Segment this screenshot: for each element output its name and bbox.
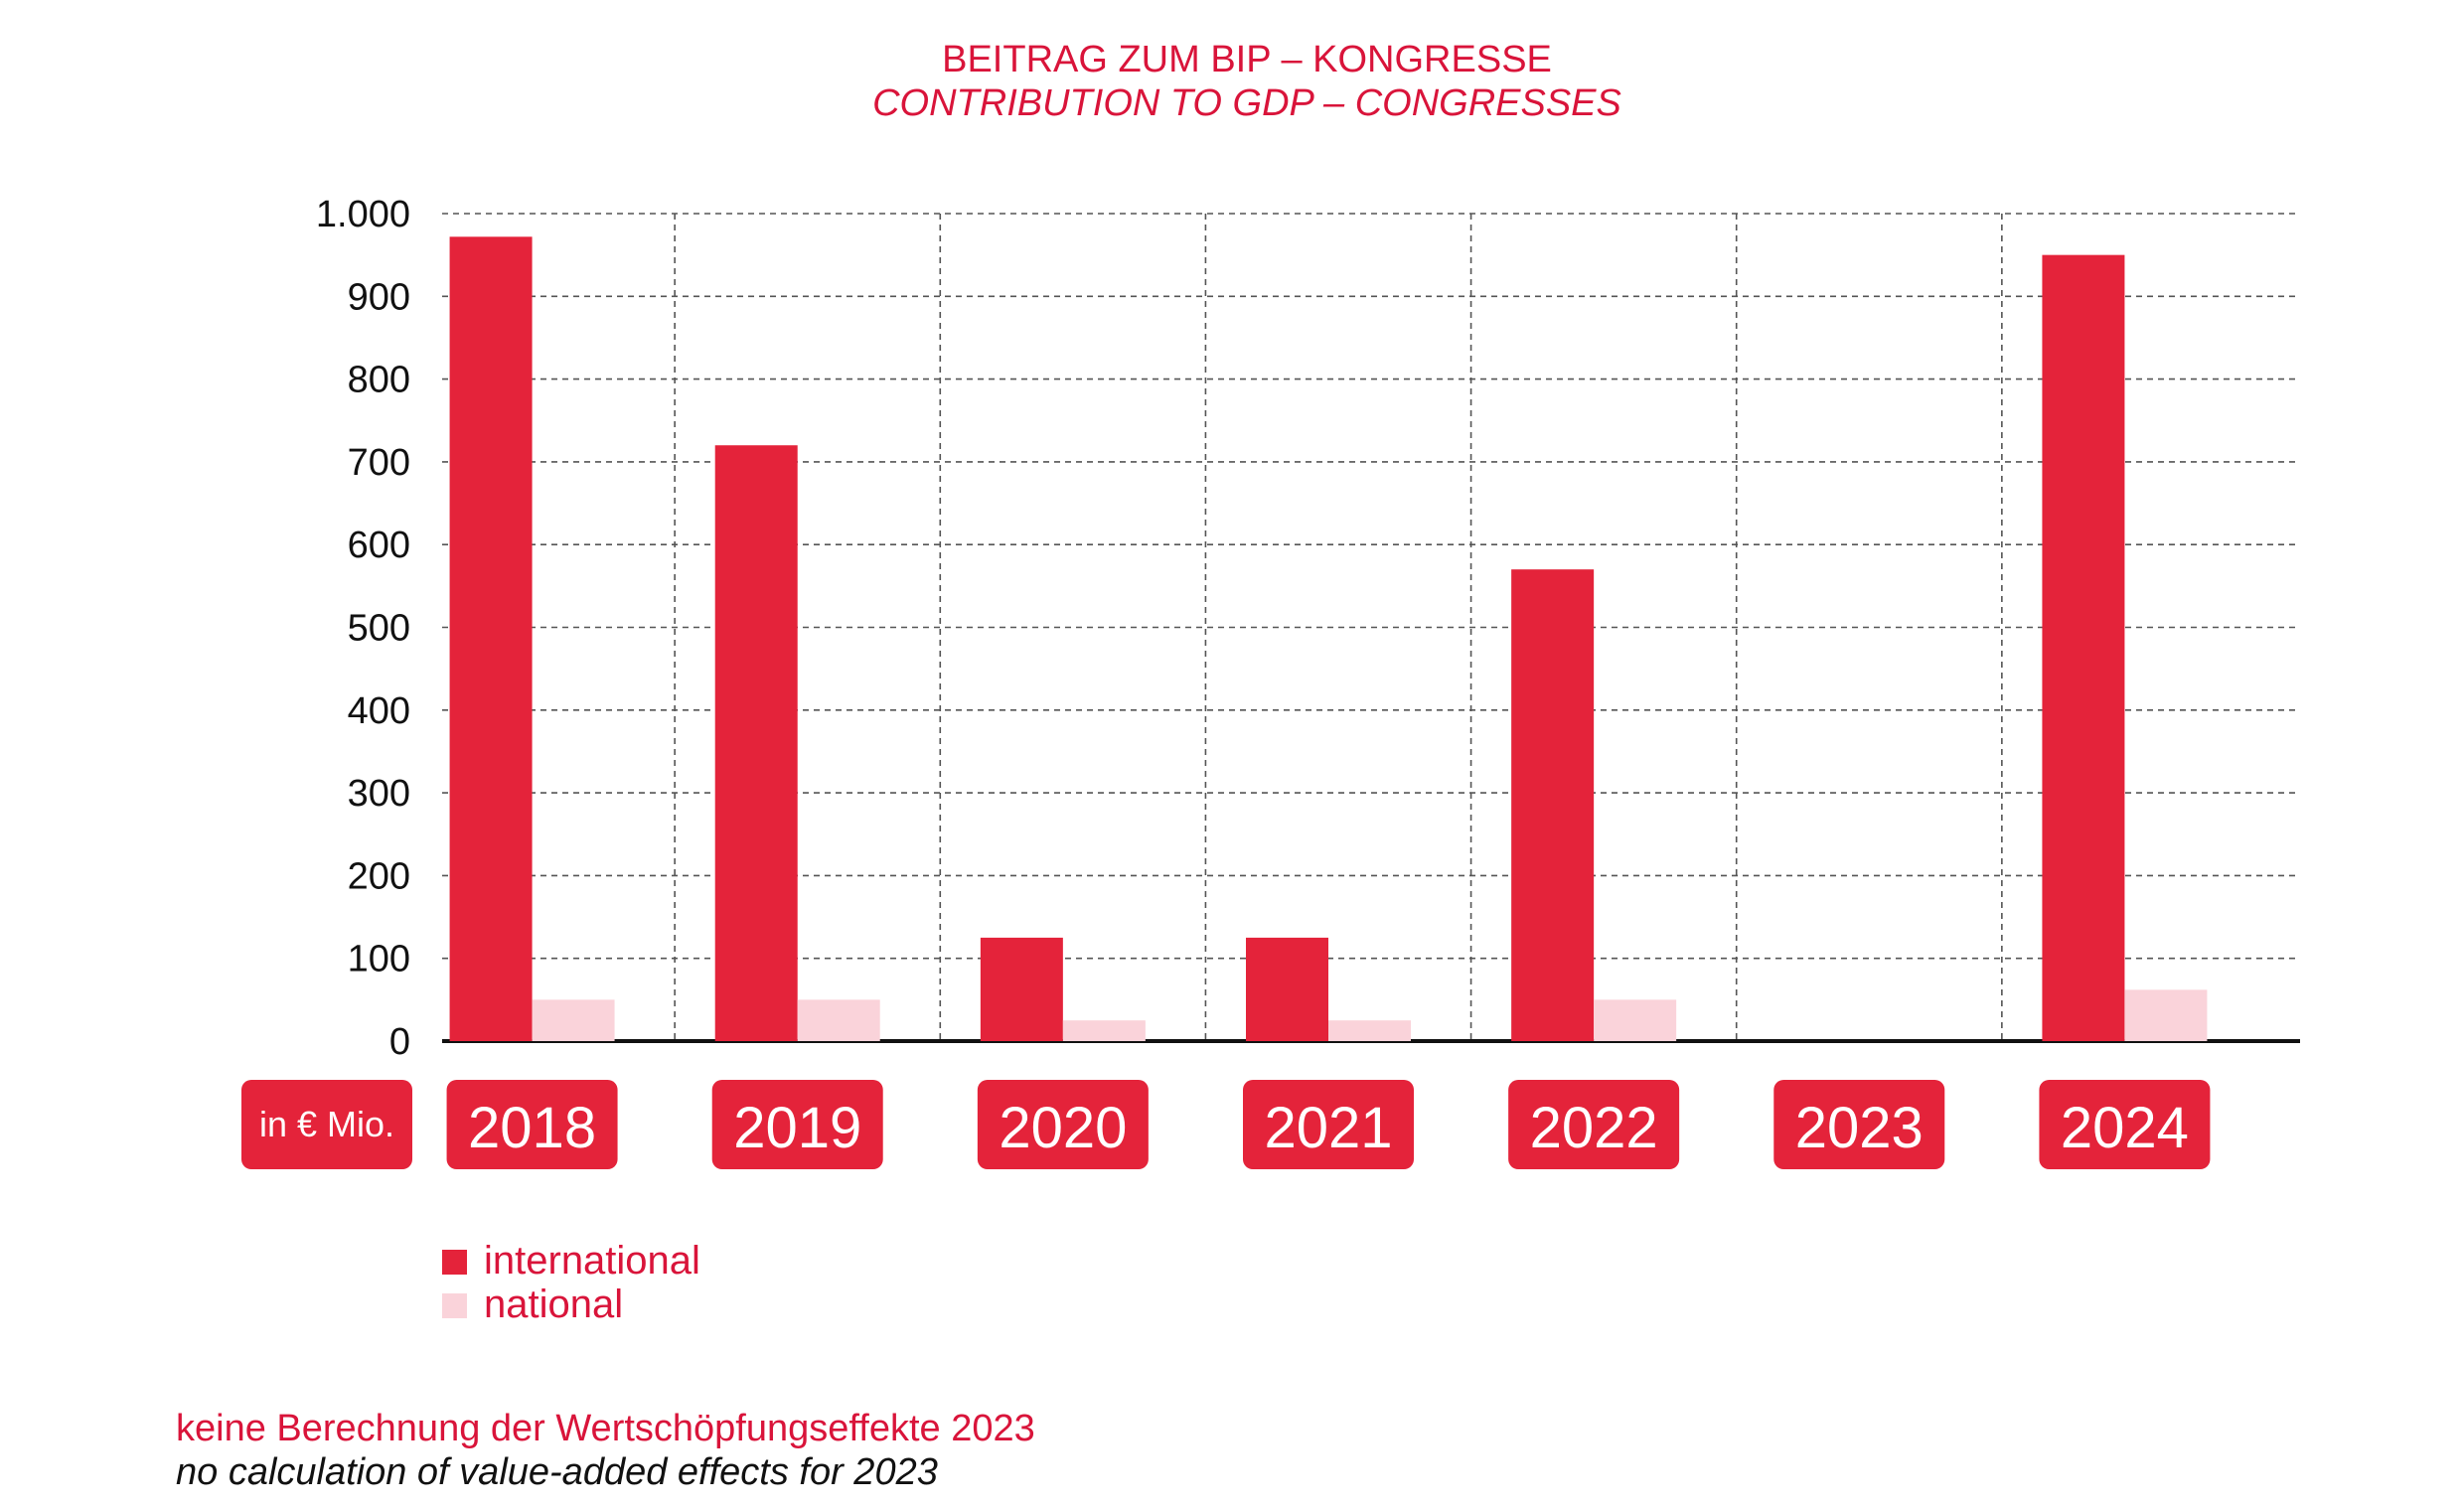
bar-national-2024: [2124, 989, 2208, 1041]
category-badge-2024: 2024: [2039, 1080, 2211, 1169]
y-axis-ticks: 0 100 200 300 400 500 600 700 800 900 1.000: [316, 194, 410, 1063]
legend-label-national: national: [484, 1283, 623, 1326]
bar-international-2019: [714, 445, 798, 1041]
category-badge-2020: 2020: [977, 1080, 1149, 1169]
bar-international-2021: [1246, 937, 1328, 1041]
category-badge-box: [1773, 1080, 1945, 1169]
category-badge-box: [711, 1080, 883, 1169]
y-tick-label: 600: [348, 525, 410, 566]
x-tick-label: 2023: [1795, 1096, 1924, 1160]
unit-badge: in € Mio.: [241, 1080, 412, 1169]
y-tick-label: 500: [348, 608, 410, 650]
category-badge-box: [2039, 1080, 2211, 1169]
bar-national-2022: [1594, 999, 1677, 1041]
y-tick-label: 700: [348, 442, 410, 484]
category-badge-box: [1243, 1080, 1414, 1169]
note-english: no calculation of value-added effects fo…: [176, 1451, 938, 1493]
x-axis-categories: 2018 2019 2020 2021 2022 2023 2024: [446, 1080, 2211, 1169]
category-badge-2022: 2022: [1508, 1080, 1680, 1169]
y-tick-label: 300: [348, 773, 410, 815]
legend-swatch-international: [442, 1250, 467, 1275]
chart-title: BEITRAG ZUM BIP – KONGRESSE: [942, 39, 1552, 80]
y-tick-label: 400: [348, 690, 410, 732]
legend-swatch-national: [442, 1293, 467, 1318]
category-badge-2018: 2018: [446, 1080, 618, 1169]
legend-label-international: international: [484, 1239, 700, 1283]
bar-international-2018: [449, 236, 533, 1042]
x-tick-label: 2022: [1530, 1096, 1658, 1160]
x-tick-label: 2024: [2061, 1096, 2189, 1160]
category-badge-box: [977, 1080, 1149, 1169]
y-tick-label: 900: [348, 276, 410, 318]
y-tick-label: 1.000: [316, 194, 410, 235]
chart-subtitle: CONTRIBUTION TO GDP – CONGRESSES: [872, 82, 1621, 124]
category-badge-2023: 2023: [1773, 1080, 1945, 1169]
x-tick-label: 2021: [1264, 1096, 1392, 1160]
y-tick-label: 0: [389, 1021, 410, 1063]
category-badge-box: [446, 1080, 618, 1169]
y-tick-label: 800: [348, 360, 410, 401]
bars: [449, 236, 2208, 1042]
category-badge-box: [1508, 1080, 1680, 1169]
bar-national-2020: [1062, 1020, 1146, 1041]
y-tick-label: 100: [348, 939, 410, 981]
x-tick-label: 2019: [733, 1096, 861, 1160]
bar-national-2019: [797, 999, 880, 1041]
unit-label: in € Mio.: [259, 1104, 394, 1144]
y-tick-label: 200: [348, 855, 410, 897]
bar-international-2020: [980, 937, 1063, 1041]
category-badge-2021: 2021: [1243, 1080, 1414, 1169]
unit-badge-box: [241, 1080, 412, 1169]
note-german: keine Berechnung der Wertschöpfungseffek…: [176, 1408, 1035, 1449]
bar-national-2018: [532, 999, 615, 1041]
bar-international-2024: [2042, 254, 2125, 1041]
category-badge-2019: 2019: [711, 1080, 883, 1169]
bar-national-2021: [1328, 1020, 1411, 1041]
x-tick-label: 2018: [468, 1096, 596, 1160]
x-tick-label: 2020: [999, 1096, 1127, 1160]
bar-international-2022: [1511, 569, 1595, 1041]
